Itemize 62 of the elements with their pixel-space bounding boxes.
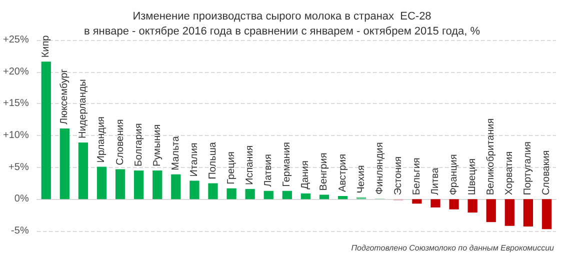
x-tick-label: Литва: [430, 167, 441, 196]
bar: [152, 170, 162, 200]
x-tick-label: Греция: [226, 152, 238, 184]
y-tick-label: +10%: [2, 130, 29, 141]
bar: [282, 190, 292, 200]
bar: [226, 188, 236, 200]
bar: [319, 194, 330, 200]
bar: [430, 199, 440, 208]
x-tick-label: Нидерланды: [78, 79, 89, 139]
bar: [60, 128, 70, 200]
x-tick-label: Швеция: [467, 158, 478, 196]
x-tick-label: Эстония: [392, 156, 404, 196]
chart-title: Изменение производства сырого молока в странах ЕС-28 в январе - октябре 2016 года в сравнении с январем - октябрем 2015 года, %: [84, 10, 480, 38]
bar: [41, 62, 51, 200]
x-tick-label: Мальта: [170, 136, 182, 170]
x-tick-label: Финляндия: [374, 142, 386, 195]
bar: [449, 199, 459, 210]
x-tick-label: Италия: [188, 142, 200, 177]
x-tick-label: Венгрия: [318, 152, 330, 191]
x-tick-label: Люксембург: [59, 68, 70, 124]
x-tick-label: Франция: [448, 154, 460, 196]
bar: [300, 193, 311, 200]
x-tick-label: Румыния: [152, 124, 163, 167]
x-tick-label: Великобритания: [486, 118, 497, 196]
x-tick-label: Хорватия: [504, 151, 516, 196]
x-tick-label: Ирландия: [96, 116, 108, 163]
x-tick-label: Словакия: [541, 150, 552, 196]
x-tick-label: Болгария: [133, 123, 144, 167]
x-tick-label: Германия: [282, 142, 293, 187]
bar: [264, 190, 274, 200]
text: Подготовлено Союзмолоко по данным Еврокомиссии: [351, 244, 555, 252]
bar: [245, 188, 255, 200]
y-tick-label: +15%: [2, 98, 29, 110]
x-tick-label: Австрия: [337, 154, 348, 192]
bar: [96, 166, 107, 200]
bar: [171, 174, 181, 200]
bar: [542, 199, 552, 230]
x-tick-label: Словения: [114, 119, 126, 166]
y-tick-label: +5%: [8, 162, 29, 173]
bar: [412, 199, 422, 204]
bar: [134, 170, 144, 200]
x-tick-label: Кипр: [40, 34, 52, 58]
x-tick-label: Испания: [244, 145, 256, 185]
bar: [486, 199, 496, 222]
bar: [338, 196, 348, 200]
y-tick-label: 0%: [14, 194, 29, 205]
x-tick-label: Чехия: [356, 165, 367, 194]
bar: [504, 199, 514, 226]
bar: [208, 183, 218, 200]
x-tick-label: Латвия: [263, 154, 274, 187]
x-tick-label: Бельгия: [411, 158, 422, 196]
bar: [190, 180, 200, 200]
y-tick-label: +20%: [2, 66, 29, 78]
y-tick-label: -5%: [11, 226, 29, 236]
x-tick-label: Дания: [300, 160, 312, 190]
x-tick-label: Португалия: [522, 142, 534, 196]
y-tick-label: +25%: [2, 34, 29, 46]
bar: [468, 199, 478, 213]
bar: [115, 169, 126, 200]
bar: [523, 199, 534, 227]
x-tick-label: Польша: [207, 142, 218, 180]
bar: [78, 142, 88, 200]
